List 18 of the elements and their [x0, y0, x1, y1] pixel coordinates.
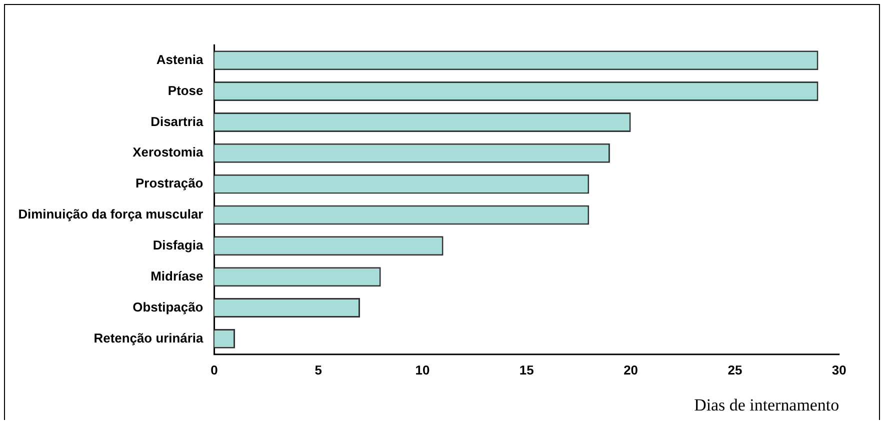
y-tick-label: Astenia — [156, 52, 204, 67]
y-tick-label: Obstipação — [132, 299, 204, 314]
x-tick-label: 25 — [728, 362, 742, 378]
y-tick-label: Diminuição da força muscular — [18, 206, 204, 222]
x-tick-label: 0 — [210, 362, 218, 378]
x-tick-label: 5 — [314, 362, 322, 378]
y-tick-label: Disfagia — [152, 237, 204, 252]
y-tick-label: Xerostomia — [132, 144, 204, 160]
x-tick-label: 15 — [519, 362, 534, 378]
y-tick-label: Ptose — [168, 82, 204, 98]
x-tick-label: 10 — [415, 362, 430, 378]
y-tick-label: Retenção urinária — [94, 330, 204, 346]
y-tick-label: Midríase — [150, 268, 204, 284]
y-tick-label: Prostração — [136, 176, 204, 191]
x-tick-label: 30 — [832, 362, 846, 378]
x-axis-title: Dias de internamento — [694, 395, 840, 414]
x-tick-label: 20 — [624, 362, 638, 378]
y-tick-label: Disartria — [150, 114, 204, 129]
